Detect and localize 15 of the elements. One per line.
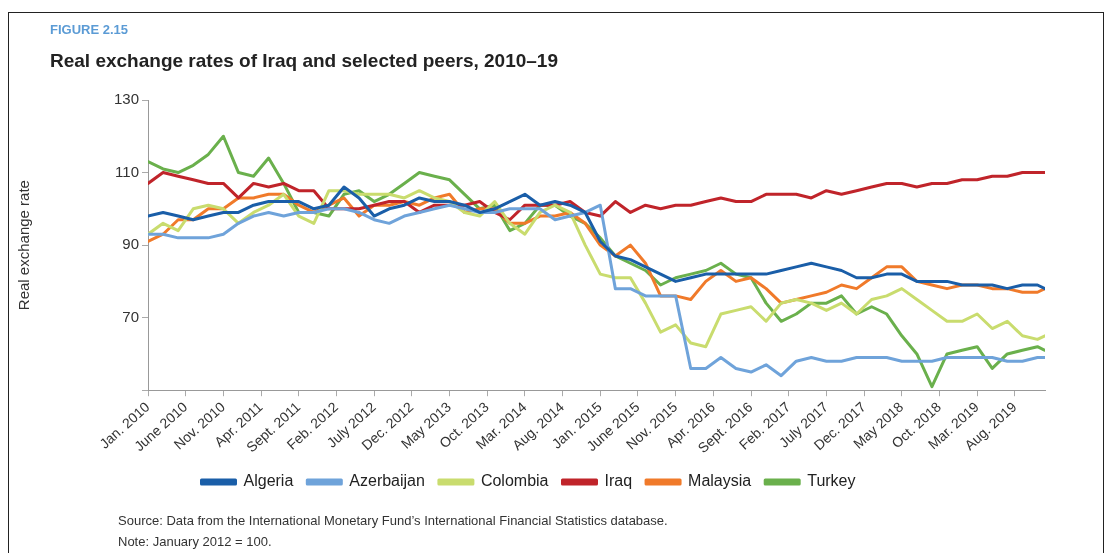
legend-label: Algeria [243, 472, 294, 490]
legend-label: Turkey [807, 472, 856, 490]
chart-title: Real exchange rates of Iraq and selected peers, 2010–19 [50, 50, 558, 72]
legend-label: Azerbaijan [349, 472, 425, 490]
legend-label: Colombia [480, 472, 549, 490]
chart-subtitle: FIGURE 2.15 [50, 22, 129, 37]
y-tick-label: 70 [122, 307, 139, 325]
y-axis-title: Real exchange rate [15, 180, 33, 311]
y-tick-label: 90 [122, 235, 139, 253]
legend-label: Iraq [604, 472, 633, 490]
legend-label: Malaysia [688, 472, 752, 490]
source-note: Source: Data from the International Monetary Fund’s International Financial Statistics database. [118, 512, 668, 530]
y-tick-label: 130 [113, 90, 139, 108]
y-tick-label: 110 [115, 162, 139, 180]
text: Note: January 2012 = 100. [118, 533, 273, 551]
